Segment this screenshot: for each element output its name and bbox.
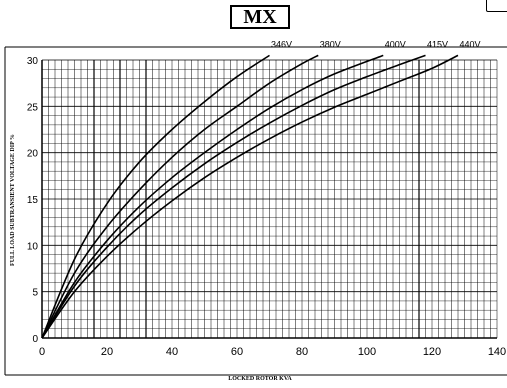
x-tick-label: 100 [358,346,376,358]
x-tick-label: 0 [39,346,45,358]
y-tick-label: 0 [32,334,38,345]
y-axis-label: FULL LOAD SUBTRANSIENT VOLTAGE DIP % [10,134,16,266]
axes [4,46,507,376]
y-tick-label: 10 [27,241,39,252]
x-tick-label: 60 [231,346,243,358]
series-line-415V [41,54,426,339]
y-tick-label: 15 [27,195,39,206]
chart-title: MX [230,5,290,29]
x-tick-label: 40 [166,346,178,358]
series-label-346V: 346V [271,39,292,49]
x-tick-label: 140 [488,346,506,358]
y-tick-label: 30 [27,56,39,67]
series-line-346V [41,54,270,339]
y-tick-label: 25 [27,102,39,113]
x-tick-label: 20 [101,346,113,358]
series-label-440V: 440V [459,39,480,49]
series-lines [41,54,459,339]
tick-labels: 0 20 40 60 80 100 120 140 0 5 10 15 20 25 30 [27,56,506,358]
x-tick-label: 80 [296,346,308,358]
grid [41,59,498,339]
x-axis-label: LOCKED ROTOR KVA [228,376,292,382]
series-labels: 346V 380V 400V 415V 440V [271,39,481,49]
series-line-380V [41,54,319,339]
y-tick-label: 5 [32,288,38,299]
series-label-415V: 415V [427,39,448,49]
series-label-380V: 380V [320,39,341,49]
corner-mark [486,0,507,12]
x-tick-label: 120 [423,346,441,358]
series-line-400V [41,54,384,339]
y-tick-label: 20 [27,149,39,160]
series-line-440V [41,54,459,339]
series-label-400V: 400V [385,39,406,49]
